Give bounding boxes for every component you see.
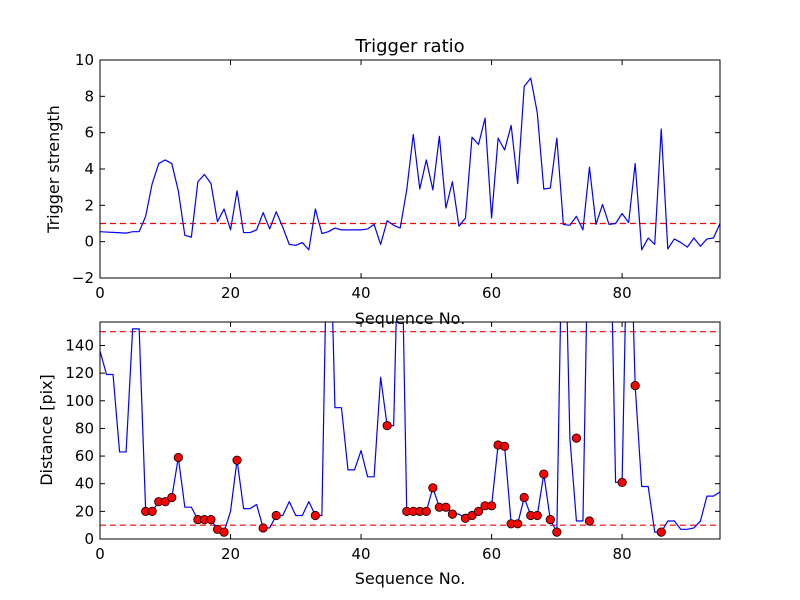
bottom-marker-point [467, 510, 477, 521]
bottom-frame [99, 321, 721, 540]
bottom-marker-point [552, 527, 562, 537]
bottom-marker-point [532, 510, 542, 521]
bottom-chart-xlabel: Sequence No. [355, 569, 466, 588]
top-xtick-label: 80 [613, 284, 632, 302]
top-ytick-label: −2 [72, 269, 94, 287]
bottom-ytick-label: 20 [75, 502, 94, 520]
bottom-ytick-label: 0 [84, 530, 94, 548]
bottom-marker-point [421, 506, 431, 516]
bottom-marker-point [656, 527, 666, 537]
top-xtick-label: 0 [95, 284, 105, 302]
bottom-marker-point [447, 509, 458, 519]
top-xtick-label: 60 [482, 284, 501, 302]
bottom-marker-point [428, 483, 438, 493]
bottom-ytick-label: 100 [65, 392, 94, 410]
bottom-chart: 0 20 40 60 80 0 20 40 60 80 100 120 140 [65, 321, 721, 563]
top-ytick-label: 6 [84, 124, 94, 142]
top-plot-area [100, 77, 720, 251]
top-xtick-label: 40 [352, 284, 371, 302]
bottom-marker-point [519, 492, 529, 503]
top-chart-xlabel: Sequence No. [355, 309, 466, 328]
bottom-ytick-label: 120 [65, 364, 94, 382]
bottom-ytick-label: 140 [65, 336, 94, 354]
bottom-marker-point [173, 452, 183, 463]
bottom-marker-point [571, 433, 582, 443]
bottom-marker-point [617, 477, 627, 487]
top-ytick-label: 4 [84, 160, 94, 178]
bottom-marker-point [539, 469, 549, 479]
bottom-ytick-label: 40 [75, 475, 94, 493]
bottom-xtick-label: 80 [613, 545, 632, 563]
bottom-marker-point [441, 502, 451, 512]
top-ytick-label: 8 [84, 87, 94, 105]
bottom-marker-point [271, 510, 281, 521]
top-xtick-label: 20 [221, 284, 240, 302]
bottom-marker-point [545, 515, 555, 525]
top-ytick-label: 2 [84, 196, 94, 214]
bottom-marker-point [486, 501, 497, 511]
bottom-xtick-label: 0 [95, 545, 105, 563]
top-chart-title: Trigger ratio [354, 36, 464, 57]
bottom-marker-point [473, 506, 484, 516]
bottom-marker-point [500, 441, 510, 451]
bottom-marker-point [206, 515, 216, 525]
bottom-marker-point [147, 506, 157, 516]
top-series-line-0 [100, 77, 720, 251]
bottom-marker-point [630, 380, 640, 391]
bottom-chart-ylabel: Distance [pix] [37, 374, 56, 486]
top-chart-ylabel: Trigger strength [44, 105, 63, 234]
bottom-marker-point [167, 492, 177, 503]
bottom-ytick-label: 60 [75, 447, 94, 465]
bottom-marker-point [310, 510, 320, 521]
bottom-marker-point [513, 519, 523, 529]
bottom-xtick-label: 40 [352, 545, 371, 563]
bottom-marker-point [160, 497, 170, 507]
bottom-ytick-label: 80 [75, 419, 94, 437]
top-ytick-label: 10 [75, 51, 94, 69]
bottom-marker-point [219, 527, 229, 537]
bottom-marker-point [382, 421, 392, 431]
bottom-marker-point [584, 516, 595, 526]
bottom-xtick-label: 20 [221, 545, 240, 563]
bottom-marker-point [258, 523, 268, 533]
bottom-xtick-label: 60 [482, 545, 501, 563]
top-ytick-label: 0 [84, 233, 94, 251]
bottom-marker-point [232, 455, 242, 465]
